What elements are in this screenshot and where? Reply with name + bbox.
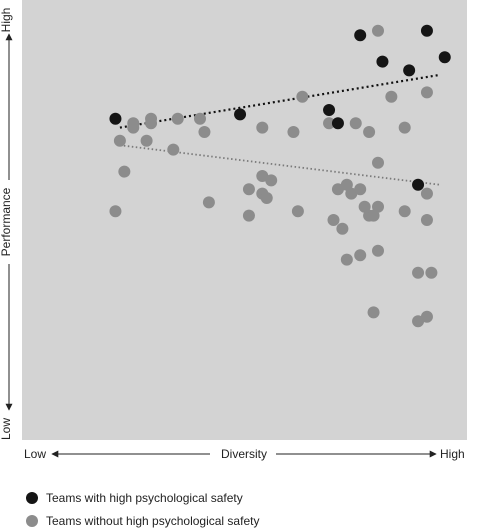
- data-point-series-0-9: [412, 178, 425, 191]
- data-point-series-1-5: [140, 134, 153, 147]
- data-point-series-1-33: [363, 126, 376, 138]
- data-point-series-1-20: [287, 126, 300, 138]
- data-point-series-0-0: [109, 112, 122, 125]
- trend-line-series-0: [119, 73, 441, 129]
- data-point-series-1-28: [345, 187, 358, 200]
- legend-label-high-safety: Teams with high psychological safety: [46, 491, 243, 505]
- legend-swatch-without-high-safety: [26, 515, 38, 527]
- legend-item-without-high-safety: Teams without high psychological safety: [26, 514, 259, 528]
- data-point-series-1-2: [109, 205, 122, 218]
- data-point-series-0-4: [354, 29, 367, 42]
- trend-lines: [119, 73, 441, 186]
- data-point-series-1-9: [167, 143, 180, 156]
- data-point-series-1-44: [398, 205, 411, 218]
- data-point-series-1-22: [296, 90, 309, 103]
- data-point-series-1-40: [367, 306, 380, 319]
- data-point-series-1-7: [145, 112, 158, 125]
- data-point-series-1-19: [265, 174, 278, 187]
- data-point-series-1-4: [127, 117, 140, 130]
- data-points: [109, 24, 451, 328]
- data-point-series-1-50: [412, 315, 425, 328]
- data-point-series-1-38: [340, 253, 353, 266]
- data-point-series-1-51: [420, 310, 433, 323]
- data-point-series-1-46: [420, 214, 433, 226]
- y-axis-title: Performance: [0, 187, 13, 256]
- data-point-series-1-37: [354, 249, 367, 262]
- x-axis-high-label: High: [440, 447, 465, 461]
- data-point-series-1-17: [260, 192, 273, 204]
- data-point-series-1-48: [412, 266, 425, 279]
- data-point-series-1-1: [118, 165, 131, 178]
- y-axis-low-label: Low: [0, 418, 13, 440]
- data-point-series-1-21: [291, 205, 304, 218]
- data-point-series-0-6: [403, 64, 416, 77]
- data-point-series-1-39: [372, 244, 384, 257]
- y-axis-high-label: High: [0, 8, 13, 33]
- data-point-series-1-8: [171, 112, 184, 125]
- data-point-series-1-47: [420, 86, 433, 99]
- plot-area: [22, 0, 467, 440]
- data-point-series-1-24: [331, 183, 344, 196]
- data-point-series-1-30: [349, 117, 362, 130]
- data-point-series-1-18: [256, 121, 269, 134]
- data-point-series-0-8: [438, 51, 451, 64]
- data-point-series-1-45: [420, 187, 433, 200]
- data-point-series-1-14: [242, 209, 255, 222]
- data-point-series-1-11: [198, 126, 211, 138]
- data-point-series-1-26: [336, 222, 349, 235]
- data-point-series-1-41: [372, 24, 384, 37]
- x-axis-title: Diversity: [221, 447, 267, 461]
- data-point-series-0-7: [420, 24, 433, 37]
- data-point-series-1-43: [398, 121, 411, 134]
- legend-item-high-safety: Teams with high psychological safety: [26, 491, 243, 505]
- data-point-series-1-29: [354, 183, 367, 196]
- data-point-series-0-2: [323, 104, 336, 116]
- data-point-series-1-25: [327, 214, 340, 226]
- data-point-series-1-23: [323, 117, 336, 130]
- data-point-series-1-10: [194, 112, 206, 125]
- data-point-series-1-42: [385, 90, 398, 103]
- data-point-series-1-15: [256, 170, 269, 182]
- trend-line-series-1: [119, 144, 441, 186]
- data-point-series-0-1: [234, 108, 247, 121]
- data-point-series-1-35: [372, 200, 384, 213]
- data-point-series-1-12: [202, 196, 215, 209]
- x-axis-low-label: Low: [24, 447, 46, 461]
- data-point-series-1-36: [372, 156, 384, 169]
- legend-label-without-high-safety: Teams without high psychological safety: [46, 514, 260, 528]
- data-point-series-0-3: [331, 117, 344, 130]
- data-point-series-0-5: [376, 55, 389, 68]
- legend-swatch-high-safety: [26, 492, 38, 504]
- data-point-series-1-49: [425, 266, 438, 279]
- data-point-series-1-13: [242, 183, 255, 196]
- data-point-series-1-0: [113, 134, 126, 147]
